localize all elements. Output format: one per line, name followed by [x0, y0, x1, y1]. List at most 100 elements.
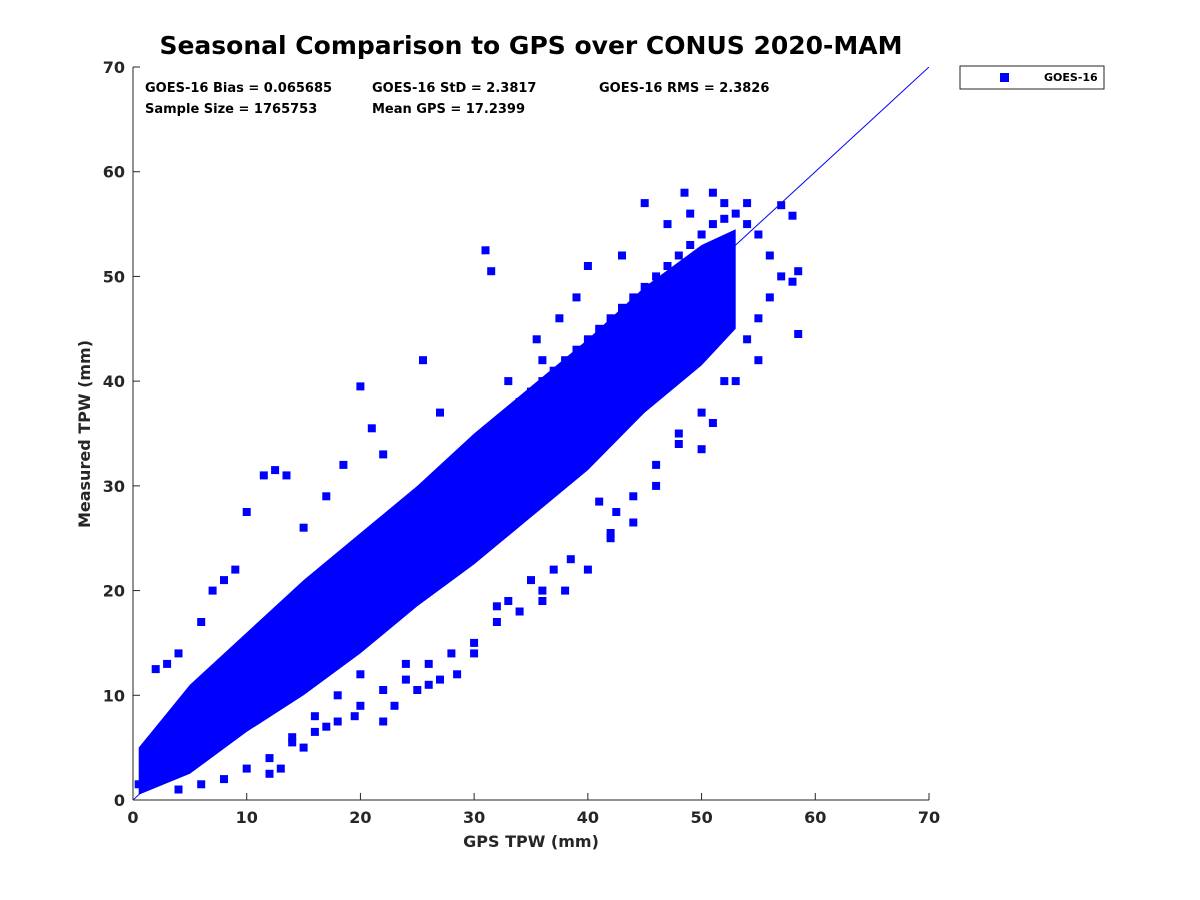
data-point [504, 597, 513, 605]
data-point [299, 523, 308, 532]
data-point [401, 502, 410, 511]
data-point [339, 460, 348, 469]
data-point [379, 686, 388, 694]
data-point [379, 450, 388, 459]
data-point [299, 597, 308, 605]
data-point [436, 471, 444, 480]
data-point [401, 659, 410, 668]
data-point [606, 529, 615, 537]
data-point [151, 665, 160, 674]
data-point [424, 680, 433, 689]
data-point [652, 460, 661, 469]
data-point [174, 649, 183, 658]
data-point [492, 419, 501, 427]
data-point [515, 607, 524, 616]
data-point [436, 408, 444, 417]
data-point [612, 508, 621, 516]
data-point [504, 408, 513, 417]
x-tick-label: 10 [236, 808, 258, 827]
data-point [208, 691, 217, 700]
data-point [618, 251, 626, 260]
stat-bias: GOES-16 Bias = 0.065685 [145, 81, 332, 96]
legend-label-goes16: GOES-16 [1044, 71, 1098, 84]
data-point [652, 272, 661, 281]
data-point [583, 262, 592, 270]
data-point [708, 220, 717, 229]
data-point [276, 764, 285, 773]
data-point [788, 211, 797, 220]
data-point [458, 450, 467, 459]
data-point [419, 356, 427, 365]
data-point [606, 314, 615, 323]
y-ticks: 0 10 20 30 40 50 60 70 [103, 58, 140, 810]
data-point [197, 780, 206, 789]
data-point [777, 272, 786, 281]
x-ticks: 0 10 20 30 40 50 60 70 [127, 793, 940, 827]
data-point [765, 251, 774, 260]
legend: GOES-16 [959, 65, 1105, 90]
data-point [367, 534, 376, 543]
data-point [674, 429, 683, 438]
data-point [595, 324, 604, 333]
data-point [322, 492, 331, 501]
data-point [401, 675, 410, 684]
data-point [697, 408, 706, 417]
x-tick-label: 30 [463, 808, 485, 827]
data-point [708, 188, 717, 197]
data-point [310, 586, 319, 595]
data-point [555, 314, 564, 323]
data-point [242, 764, 251, 773]
data-point [390, 513, 399, 522]
data-point [333, 565, 342, 574]
data-point [492, 618, 501, 626]
data-point [640, 282, 649, 291]
data-point [220, 670, 228, 679]
data-point [640, 199, 649, 208]
data-point [231, 659, 240, 668]
data-point [379, 523, 388, 532]
data-point [282, 471, 291, 480]
data-point [538, 597, 547, 605]
data-cloud-core [138, 229, 736, 795]
x-tick-label: 0 [127, 808, 138, 827]
data-point [265, 754, 274, 763]
y-tick-label: 50 [103, 267, 125, 286]
data-point [356, 382, 365, 391]
x-tick-label: 20 [349, 808, 371, 827]
data-point [271, 466, 280, 475]
y-tick-label: 60 [103, 163, 125, 182]
data-point [743, 335, 752, 344]
data-point [356, 544, 365, 553]
data-point [447, 649, 456, 658]
data-point [731, 209, 740, 218]
data-point [333, 691, 342, 700]
data-point [208, 586, 217, 595]
legend-marker-goes16 [1000, 73, 1009, 82]
data-point [146, 775, 155, 784]
data-point [549, 565, 558, 574]
data-point [174, 785, 183, 794]
legend-box [959, 65, 1105, 90]
data-point [470, 440, 479, 448]
stat-mean-gps: Mean GPS = 17.2399 [372, 102, 525, 117]
x-axis-label: GPS TPW (mm) [463, 832, 599, 851]
one-to-one-line [133, 67, 929, 800]
data-point [572, 293, 581, 302]
data-point [220, 775, 228, 784]
data-point [538, 377, 547, 386]
data-point [288, 602, 297, 611]
data-point [606, 534, 615, 543]
data-point [538, 356, 547, 365]
data-point [663, 262, 672, 270]
data-point [424, 659, 433, 668]
data-point [134, 780, 143, 789]
data-point [185, 712, 194, 721]
data-point [794, 267, 803, 276]
data-point [322, 722, 331, 731]
y-axis-label: Measured TPW (mm) [75, 340, 94, 528]
data-point [310, 727, 319, 736]
data-point [333, 717, 342, 726]
data-point [356, 670, 365, 679]
data-point [697, 445, 706, 454]
data-point [777, 201, 786, 210]
